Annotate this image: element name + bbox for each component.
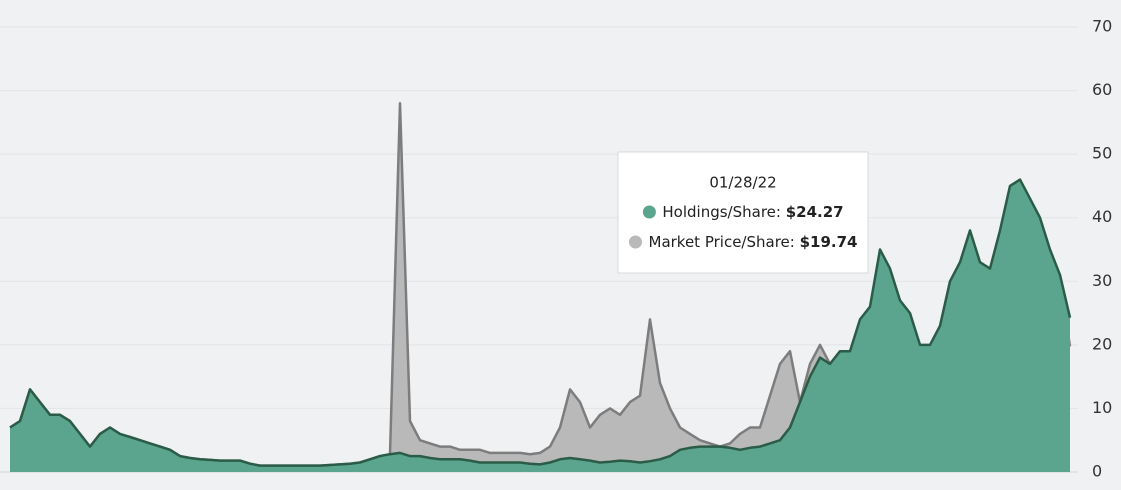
tooltip-swatch xyxy=(629,235,643,249)
series-area xyxy=(10,179,1070,472)
tooltip-value: $24.27 xyxy=(786,203,844,221)
tooltip-value: $19.74 xyxy=(800,233,858,251)
y-tick-label: 50 xyxy=(1092,144,1112,163)
y-tick-label: 60 xyxy=(1092,80,1112,99)
tooltip-date: 01/28/22 xyxy=(709,174,776,192)
tooltip: 01/28/22 Holdings/Share: $24.27 Market Pr… xyxy=(617,151,869,274)
tooltip-label: Holdings/Share: xyxy=(662,203,785,221)
y-tick-label: 40 xyxy=(1092,207,1112,226)
y-tick-label: 30 xyxy=(1092,271,1112,290)
y-tick-label: 70 xyxy=(1092,17,1112,36)
series-line xyxy=(9,178,1072,467)
tooltip-row: Market Price/Share: $19.74 xyxy=(649,233,858,251)
y-tick-label: 0 xyxy=(1092,462,1102,481)
tooltip-swatch xyxy=(642,205,656,219)
tooltip-box xyxy=(617,151,869,274)
plot-area: 0 10 20 30 40 50 60 70 xyxy=(0,17,1112,481)
tooltip-label: Market Price/Share: xyxy=(649,233,800,251)
tooltip-row: Holdings/Share: $24.27 xyxy=(662,203,843,221)
y-tick-label: 10 xyxy=(1092,398,1112,417)
y-tick-label: 20 xyxy=(1092,334,1112,353)
